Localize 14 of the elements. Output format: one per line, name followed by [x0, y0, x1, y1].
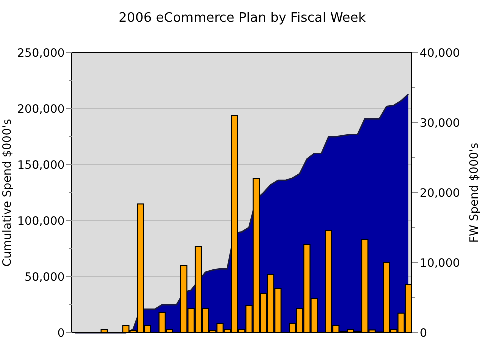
y-tick-label: 250,000	[17, 46, 65, 60]
y-tick-label: 200,000	[17, 102, 65, 116]
y2-tick-label: 0	[420, 326, 428, 340]
y2-axis-title: FW Spend $000's	[467, 143, 481, 243]
y2-tick-label: 10,000	[420, 256, 460, 270]
y-tick-label: 150,000	[17, 158, 65, 172]
y-tick-label: 100,000	[17, 214, 65, 228]
y-tick-label: 50,000	[24, 270, 65, 284]
y2-tick-label: 40,000	[420, 46, 460, 60]
y2-tick-label: 20,000	[420, 186, 460, 200]
y2-tick-label: 30,000	[420, 116, 460, 130]
y-tick-label: 0	[58, 326, 65, 340]
y-axis-title: Cumulative Spend $000's	[0, 119, 14, 267]
chart-title: 2006 eCommerce Plan by Fiscal Week	[118, 11, 367, 26]
